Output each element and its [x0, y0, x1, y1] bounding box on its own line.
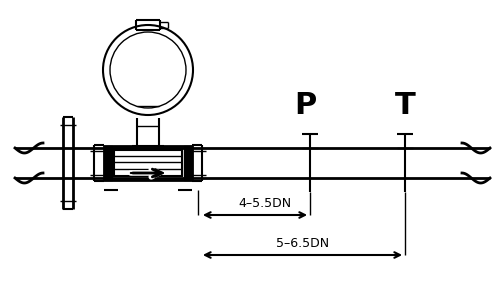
Text: 4–5.5DN: 4–5.5DN — [238, 197, 292, 210]
Bar — [114, 150, 182, 176]
Text: T: T — [394, 91, 415, 119]
Text: P: P — [294, 91, 316, 119]
Text: 5–6.5DN: 5–6.5DN — [276, 237, 329, 250]
Bar — [104, 146, 192, 180]
